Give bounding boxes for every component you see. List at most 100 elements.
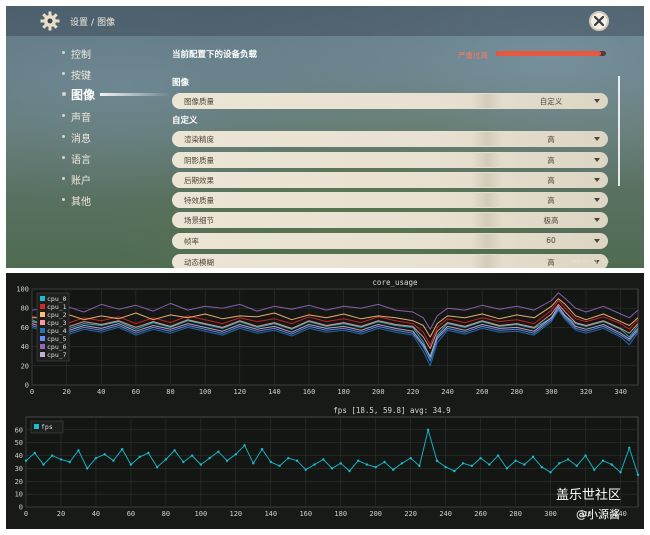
active-indicator <box>100 93 170 96</box>
fps-data-point <box>610 463 613 466</box>
fps-data-point <box>531 455 535 459</box>
row-seam <box>472 193 502 207</box>
fps-data-point <box>77 449 80 452</box>
watermark-author: @小源酱 <box>576 508 620 521</box>
fps-data-point <box>444 465 447 469</box>
core-usage-legend-label: cpu_1 <box>47 303 67 311</box>
setting-render-resolution[interactable]: 渲染精度 高 <box>172 131 608 147</box>
core-usage-x-tick-label: 240 <box>441 388 454 396</box>
setting-label: 渲染精度 <box>184 135 214 144</box>
fps-x-tick-label: 80 <box>162 510 170 518</box>
fps-data-point <box>147 451 150 455</box>
core-usage-y-tick-label: 0 <box>25 382 29 390</box>
fps-x-tick-label: 0 <box>24 510 28 518</box>
fps-data-point <box>400 462 404 465</box>
setting-post-processing[interactable]: 后期效果 高 <box>172 172 608 188</box>
breadcrumb-page: 图像 <box>97 18 116 28</box>
fps-data-point <box>129 463 133 466</box>
nav-item-sound[interactable]: 声音 <box>62 107 152 128</box>
fps-plot-area <box>25 416 639 508</box>
fps-y-tick-label: 0 <box>19 504 23 512</box>
core-usage-legend-swatch <box>40 304 45 309</box>
nav-bullet <box>62 198 65 201</box>
core-usage-x-tick-label: 20 <box>62 388 70 396</box>
breadcrumb-section[interactable]: 设置 <box>70 18 89 28</box>
chevron-down-icon <box>594 158 600 162</box>
fps-data-point <box>496 454 500 457</box>
nav-item-label: 语言 <box>71 155 91 166</box>
setting-shadow-quality[interactable]: 阴影质量 高 <box>172 152 608 168</box>
chevron-down-icon <box>594 260 600 264</box>
fps-data-point <box>199 463 203 466</box>
device-load-fill <box>496 51 601 56</box>
uid-label: UID: 904742366 <box>572 260 609 265</box>
fps-data-point <box>418 464 421 468</box>
nav-item-label: 消息 <box>71 134 91 145</box>
fps-y-tick-label: 20 <box>15 478 23 486</box>
setting-motion-blur[interactable]: 动态模糊 高 <box>172 254 608 268</box>
core-usage-x-tick-label: 40 <box>97 388 105 396</box>
nav-item-label: 控制 <box>71 50 91 61</box>
core-usage-x-tick-label: 160 <box>303 388 316 396</box>
fps-x-tick-label: 140 <box>264 510 277 518</box>
nav-item-account[interactable]: 账户 <box>62 170 152 191</box>
fps-data-point <box>295 459 299 462</box>
section-heading-image: 图像 <box>172 78 190 88</box>
nav-item-other[interactable]: 其他 <box>62 191 152 212</box>
core-usage-legend-swatch <box>40 344 45 349</box>
fps-data-point <box>470 464 474 468</box>
nav-item-messages[interactable]: 消息 <box>62 128 152 149</box>
close-button[interactable] <box>589 11 609 31</box>
fps-data-point <box>120 447 124 451</box>
fps-data-point <box>24 459 28 462</box>
fps-data-point <box>260 447 264 451</box>
image-quality-dropdown[interactable]: 图像质量 自定义 <box>172 93 608 109</box>
fps-x-tick-label: 40 <box>92 510 100 518</box>
fps-x-tick-label: 240 <box>439 510 452 518</box>
nav-item-label: 按键 <box>71 71 91 82</box>
nav-item-label: 声音 <box>71 113 91 124</box>
setting-value: 自定义 <box>539 97 563 106</box>
fps-data-point <box>322 458 325 461</box>
fps-data-point <box>435 459 439 462</box>
fps-data-point <box>575 464 578 468</box>
core-usage-chart-title: core_usage <box>372 278 418 287</box>
settings-scrollbar[interactable] <box>618 76 620 186</box>
core-usage-legend-label: cpu_6 <box>47 343 67 351</box>
core-usage-series-line-cpu_5 <box>31 307 639 362</box>
fps-data-point <box>593 468 596 471</box>
fps-data-point <box>523 463 526 466</box>
setting-value: 高 <box>547 176 555 185</box>
nav-item-controls[interactable]: 控制 <box>62 44 152 65</box>
setting-scene-detail[interactable]: 场景细节 极高 <box>172 212 608 228</box>
fps-legend-swatch <box>34 424 39 429</box>
fps-data-point <box>426 428 430 432</box>
fps-data-point <box>225 459 229 462</box>
core-usage-legend-swatch <box>40 320 45 325</box>
fps-legend-label: fps <box>41 423 53 431</box>
setting-frame-rate[interactable]: 帧率 60 <box>172 233 608 249</box>
fps-data-point <box>365 463 369 466</box>
fps-data-point <box>42 463 45 466</box>
row-seam <box>472 213 502 227</box>
fps-data-point <box>182 460 185 464</box>
nav-bullet <box>62 135 65 138</box>
fps-data-point <box>173 449 176 452</box>
chevron-down-icon <box>594 239 600 243</box>
nav-item-keys[interactable]: 按键 <box>62 65 152 86</box>
nav-item-graphics[interactable]: 图像 <box>62 86 170 107</box>
fps-x-tick-label: 280 <box>509 510 522 518</box>
close-icon <box>594 16 604 26</box>
fps-data-point <box>409 456 412 460</box>
nav-item-language[interactable]: 语言 <box>62 149 152 170</box>
fps-y-tick-label: 10 <box>15 491 23 499</box>
fps-data-point <box>461 462 465 465</box>
nav-item-label: 账户 <box>71 176 91 187</box>
row-seam <box>472 234 502 248</box>
nav-bullet <box>62 114 65 117</box>
core-usage-legend-swatch <box>40 296 45 301</box>
setting-effects-quality[interactable]: 特效质量 高 <box>172 192 608 208</box>
core-usage-legend-label: cpu_3 <box>47 319 67 327</box>
fps-y-tick-label: 60 <box>15 426 23 434</box>
fps-data-point <box>488 463 491 466</box>
